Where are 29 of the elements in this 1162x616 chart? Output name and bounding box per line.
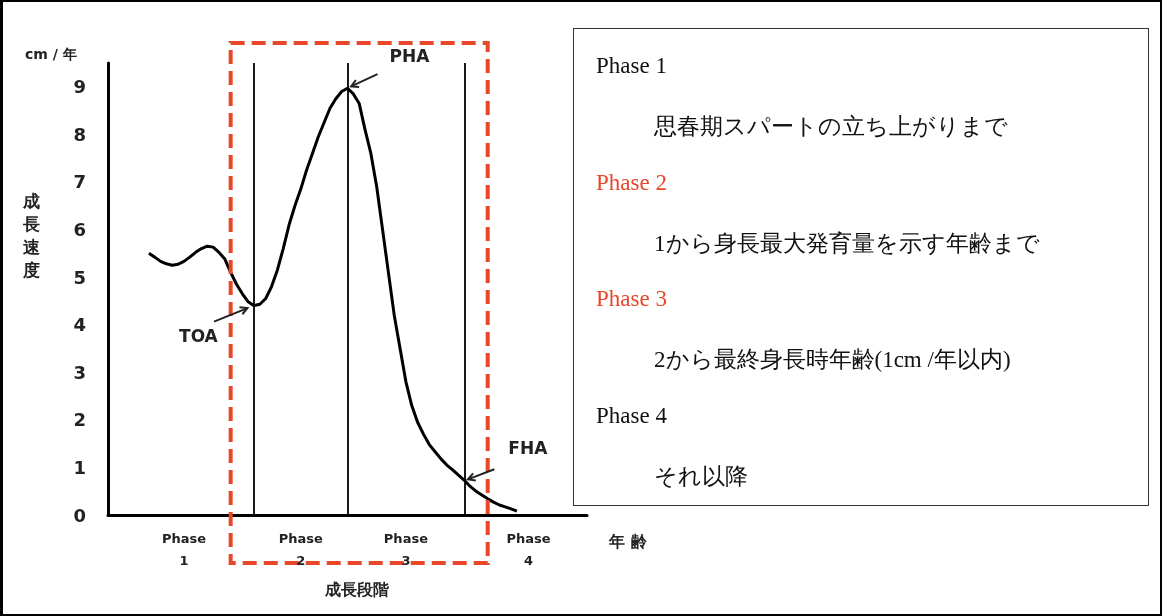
y-tick-label: 4 bbox=[73, 314, 86, 336]
annotation: PHA bbox=[389, 46, 430, 67]
text: Phase 1 bbox=[596, 53, 667, 79]
text: 成長段階 bbox=[325, 580, 389, 601]
y-tick-label: 6 bbox=[73, 219, 86, 241]
text: 2から最終身長時年齢(1cm /年以内) bbox=[654, 346, 1011, 374]
text: Phase 4 bbox=[596, 402, 667, 429]
y-tick-label: 8 bbox=[73, 123, 86, 145]
x-axis-title: 年 齢 bbox=[609, 532, 647, 553]
text: Phase 1 bbox=[160, 530, 207, 570]
y-tick-label: 7 bbox=[73, 171, 86, 193]
text: 1から身長最大発育量を示す年齢まで bbox=[654, 229, 1040, 258]
text: Phase 2 bbox=[596, 169, 667, 196]
y-axis-title: 成長速度 bbox=[21, 190, 41, 282]
text: cm / 年 bbox=[25, 46, 77, 64]
annotation: TOA bbox=[179, 325, 218, 346]
y-tick-label: 1 bbox=[73, 456, 86, 478]
text: Phase 3 bbox=[382, 530, 429, 570]
y-tick-label: 2 bbox=[73, 409, 86, 431]
y-tick-label: 3 bbox=[73, 361, 86, 383]
annotation: FHA bbox=[508, 438, 548, 459]
text: それ以降 bbox=[654, 462, 748, 491]
y-tick-label: 9 bbox=[73, 76, 86, 98]
text: 思春期スパートの立ち上がりまで bbox=[654, 113, 1008, 141]
text: Phase 2 bbox=[277, 530, 324, 570]
y-tick-label: 0 bbox=[73, 504, 86, 526]
text: Phase 3 bbox=[596, 286, 667, 312]
y-tick-label: 5 bbox=[73, 266, 86, 288]
text: Phase 4 bbox=[505, 530, 552, 570]
